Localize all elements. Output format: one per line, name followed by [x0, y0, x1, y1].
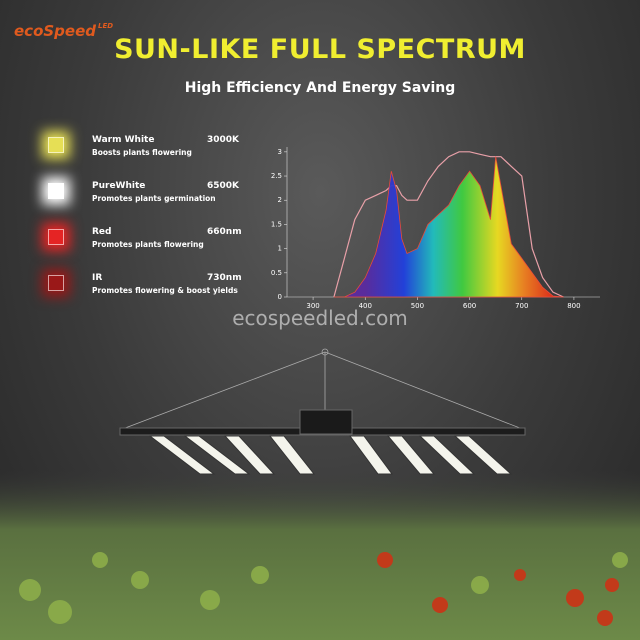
watermark: ecospeedled.com: [232, 306, 408, 330]
led-bar: [268, 435, 316, 475]
led-bar: [349, 435, 393, 475]
led-bar: [148, 435, 216, 475]
x-tick-label: 300: [306, 302, 319, 310]
led-bars: [148, 435, 513, 475]
logo-suffix: LED: [98, 22, 114, 30]
y-tick-label: 0: [278, 293, 282, 301]
ripe-tomatoes: [377, 552, 619, 626]
logo-brand: ecoSpeed: [14, 22, 96, 40]
legend-spec: 3000K: [207, 135, 240, 145]
led-swatch: [48, 229, 64, 245]
x-tick-label: 800: [567, 302, 580, 310]
led-bar: [453, 435, 513, 475]
y-tick-label: 2.5: [271, 172, 282, 180]
x-tick-label: 400: [359, 302, 372, 310]
legend-name: Warm White: [92, 135, 155, 145]
led-swatch: [48, 137, 64, 153]
legend-name: IR: [92, 273, 103, 283]
led-swatch: [48, 183, 64, 199]
legend-spec: 660nm: [207, 227, 242, 237]
led-bar: [418, 435, 476, 475]
logo: ecoSpeed LED: [14, 22, 113, 40]
x-tick-label: 500: [411, 302, 424, 310]
y-tick-label: 1: [278, 245, 282, 253]
foliage: [0, 470, 640, 640]
spectrum-area: [333, 156, 564, 298]
x-tick-label: 700: [515, 302, 528, 310]
tomatoes: [19, 552, 628, 624]
legend-name: PureWhite: [92, 181, 146, 191]
title: SUN-LIKE FULL SPECTRUM: [114, 34, 526, 65]
y-tick-label: 2: [278, 196, 282, 204]
spectrum-line: [333, 151, 564, 298]
subtitle: High Efficiency And Energy Saving: [184, 80, 456, 96]
led-bar: [183, 435, 251, 475]
y-tick-label: 0.5: [271, 269, 282, 277]
x-tick-label: 600: [463, 302, 476, 310]
led-bar: [386, 435, 436, 475]
legend-description: Boosts plants flowering: [92, 148, 192, 157]
legend-spec: 730nm: [207, 273, 242, 283]
legend-name: Red: [92, 227, 112, 237]
led-bar: [223, 435, 276, 475]
led-swatch: [48, 275, 64, 291]
grow-light: [119, 348, 526, 431]
legend-description: Promotes flowering & boost yields: [92, 286, 238, 295]
legend-description: Promotes plants germination: [92, 194, 216, 203]
driver: [299, 409, 353, 435]
y-tick-label: 1.5: [271, 220, 282, 228]
legend-spec: 6500K: [207, 181, 240, 191]
y-tick-label: 3: [278, 148, 282, 156]
legend-description: Promotes plants flowering: [92, 240, 204, 249]
